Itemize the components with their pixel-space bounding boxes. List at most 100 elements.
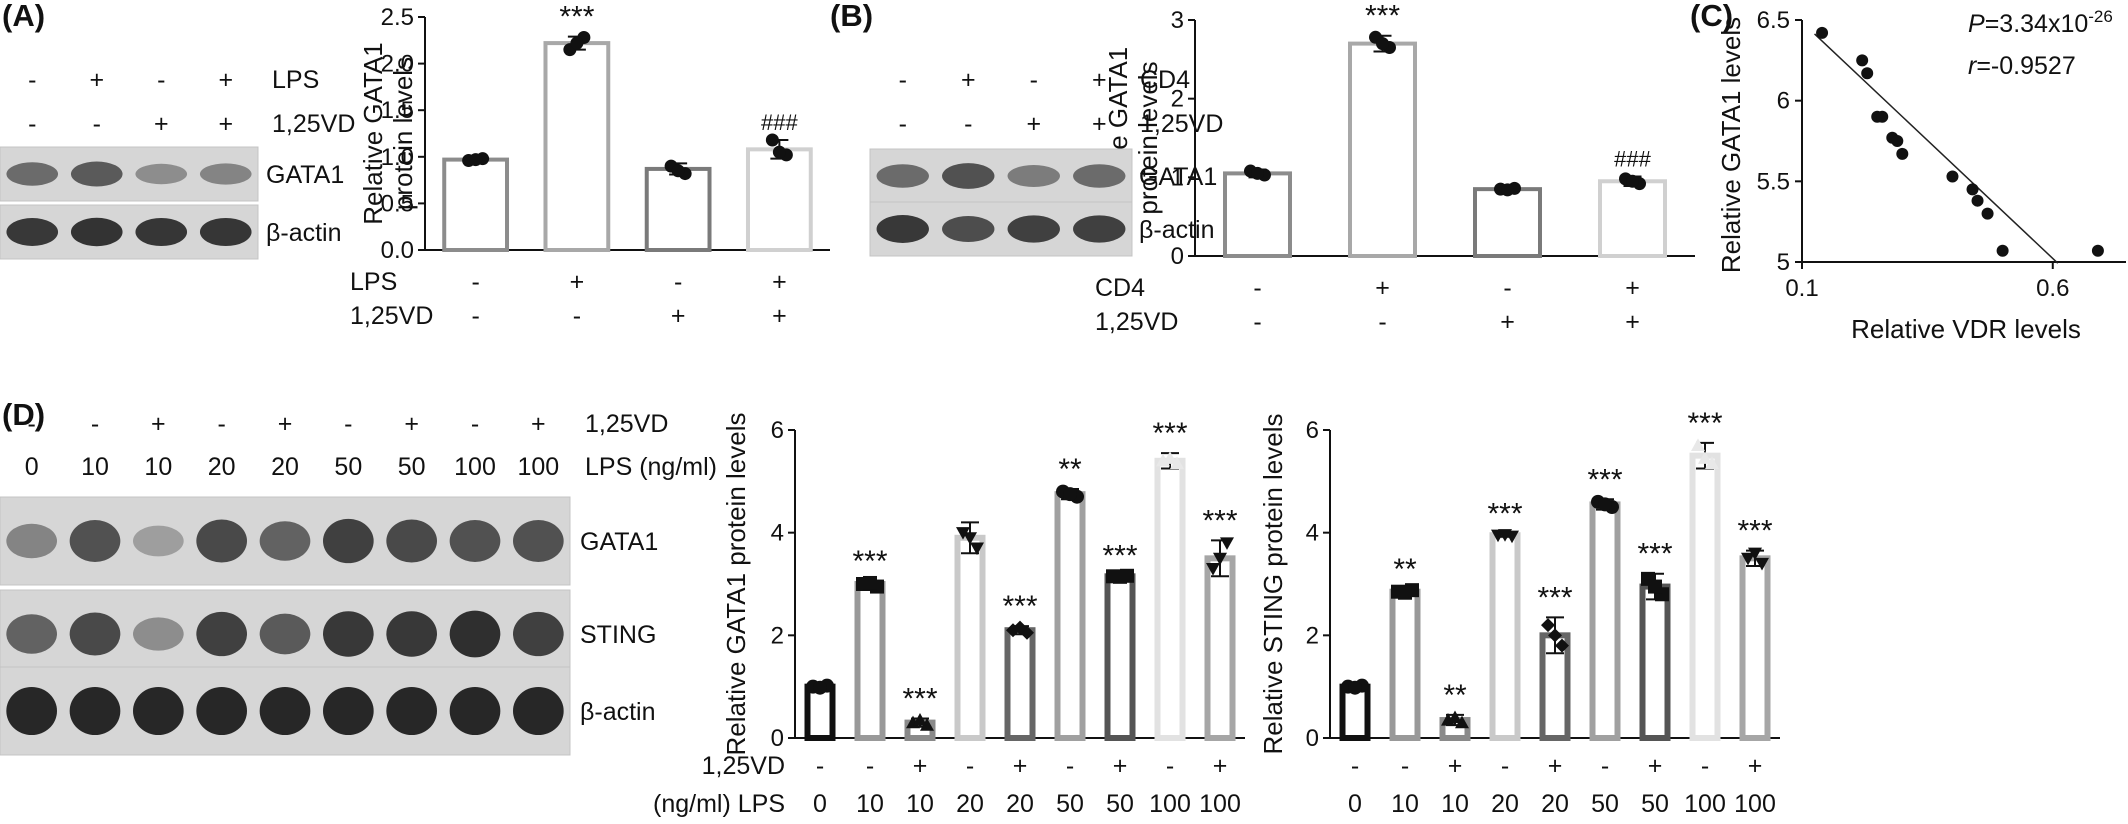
bar — [1689, 452, 1721, 741]
lane-sign: - — [28, 410, 36, 438]
lane-sign: + — [218, 66, 233, 94]
protein-band — [70, 161, 123, 187]
protein-band — [449, 686, 501, 736]
condition-sign: + — [913, 752, 928, 780]
p-exponent: -26 — [2088, 7, 2113, 26]
y-axis-title: protein levels — [1133, 61, 1163, 214]
lane-sign: + — [404, 410, 419, 438]
bar — [954, 534, 986, 741]
y-tick-label: 0.5 — [381, 190, 414, 217]
lane-sign: + — [218, 110, 233, 138]
significance-stars: ** — [1058, 453, 1082, 486]
data-point — [1648, 579, 1662, 594]
protein-band — [259, 521, 311, 561]
data-point — [1498, 529, 1512, 542]
condition-sign: 100 — [1199, 790, 1241, 818]
protein-band — [386, 686, 437, 736]
condition-sign: 10 — [1391, 790, 1419, 818]
significance-stars: *** — [1737, 515, 1772, 548]
lane-sign: 0 — [25, 453, 39, 481]
data-point — [813, 680, 827, 695]
data-point — [469, 153, 483, 167]
protein-band — [1007, 165, 1060, 187]
protein-band — [323, 611, 374, 657]
significance-stars: *** — [1365, 0, 1400, 33]
condition-row-label: (ng/ml) LPS — [653, 790, 785, 818]
y-tick-label: 2 — [1171, 86, 1184, 113]
bar — [1204, 555, 1236, 741]
y-tick-label: 6 — [1306, 417, 1319, 444]
lane-sign: - — [93, 110, 101, 138]
protein-band — [199, 217, 252, 247]
lane-sign: - — [28, 110, 36, 138]
lane-sign: - — [157, 66, 165, 94]
protein-band — [70, 217, 123, 247]
p-value-text: P=3.34x10-26 — [1968, 7, 2113, 38]
condition-sign: 50 — [1591, 790, 1619, 818]
condition-sign: - — [573, 302, 581, 330]
condition-sign: - — [1401, 752, 1409, 780]
data-point — [1448, 710, 1462, 724]
y-tick-label: 0 — [1171, 243, 1184, 270]
y-tick-label: 0.0 — [381, 237, 414, 264]
protein-band — [6, 162, 59, 186]
significance-stars: *** — [1487, 498, 1522, 531]
data-point — [1206, 563, 1220, 576]
lane-sign: + — [151, 410, 166, 438]
condition-sign: - — [1351, 752, 1359, 780]
significance-stars: *** — [1537, 581, 1572, 614]
condition-sign: 100 — [1149, 790, 1191, 818]
condition-sign: - — [674, 268, 682, 296]
protein-band — [133, 686, 184, 736]
data-point — [1113, 569, 1127, 584]
bar — [1223, 171, 1292, 258]
data-point — [1163, 451, 1177, 464]
data-point — [1981, 207, 1994, 220]
significance-stars: *** — [1202, 504, 1237, 537]
treatment-label: CD4 — [1140, 66, 1190, 94]
lane-sign: 50 — [334, 453, 362, 481]
data-point — [1691, 438, 1705, 451]
lane-sign: - — [899, 110, 907, 138]
protein-band — [196, 686, 248, 736]
y-tick-label: 1.0 — [381, 144, 414, 171]
protein-band — [386, 611, 437, 657]
lane-sign: 100 — [454, 453, 496, 481]
condition-sign: - — [1166, 752, 1174, 780]
data-point — [1966, 183, 1979, 196]
data-point — [1013, 620, 1027, 635]
data-point — [1996, 244, 2009, 257]
lane-sign: - — [964, 110, 972, 138]
protein-band — [6, 614, 57, 654]
bar — [1639, 583, 1671, 741]
bar — [543, 41, 611, 253]
data-point — [1170, 456, 1184, 469]
protein-band — [69, 686, 121, 736]
data-point — [1063, 487, 1077, 502]
band-label: β-actin — [266, 219, 342, 247]
condition-row-label: 1,25VD — [702, 752, 785, 780]
r-symbol: r — [1968, 52, 1978, 80]
lane-sign: + — [1092, 66, 1107, 94]
y-tick-label: 1 — [1171, 164, 1184, 191]
condition-sign: - — [1501, 752, 1509, 780]
lane-sign: - — [1030, 66, 1038, 94]
protein-band — [876, 215, 929, 243]
lane-sign: 20 — [271, 453, 299, 481]
bar — [1004, 627, 1036, 742]
data-point — [1548, 628, 1562, 643]
protein-band — [876, 164, 929, 188]
condition-sign: + — [1500, 308, 1515, 336]
band-label: STING — [580, 621, 656, 649]
lane-sign: - — [218, 410, 226, 438]
condition-sign: + — [570, 268, 585, 296]
condition-sign: + — [671, 302, 686, 330]
data-point — [1348, 680, 1362, 695]
protein-band — [133, 617, 184, 651]
condition-sign: + — [772, 268, 787, 296]
bar — [1589, 501, 1621, 741]
protein-band — [449, 610, 501, 658]
condition-sign: - — [1253, 308, 1261, 336]
data-point — [1705, 456, 1719, 469]
